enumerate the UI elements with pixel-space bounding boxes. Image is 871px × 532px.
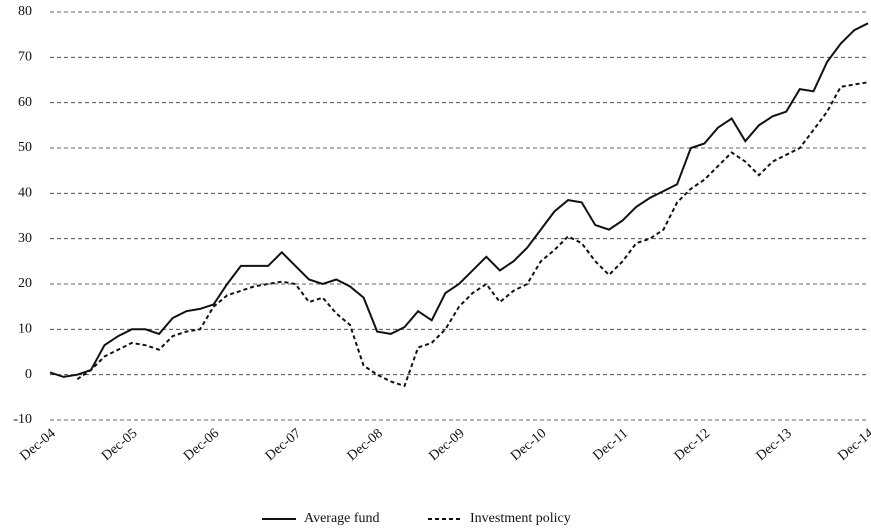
x-tick-label: Dec-07 [263,426,304,464]
y-tick-label: 80 [18,4,32,19]
x-tick-label: Dec-08 [345,426,386,464]
x-tick-label: Dec-14 [835,426,871,464]
legend-label: Average fund [304,511,380,526]
y-tick-label: 60 [18,95,32,110]
x-tick-label: Dec-04 [17,426,58,464]
x-tick-label: Dec-13 [754,426,795,464]
series-line [76,81,869,388]
x-tick-label: Dec-11 [590,426,631,464]
series-line [49,22,869,378]
legend-label: Investment policy [470,511,571,526]
y-tick-label: 20 [18,276,32,291]
y-tick-label: 0 [25,367,32,382]
y-tick-label: -10 [13,412,32,427]
y-tick-label: 40 [18,186,32,201]
y-tick-label: 50 [18,140,32,155]
y-tick-label: 70 [18,50,32,65]
x-tick-label: Dec-09 [426,426,467,464]
y-tick-label: 10 [18,322,32,337]
x-tick-label: Dec-05 [99,426,140,464]
x-tick-label: Dec-06 [181,426,222,464]
x-tick-label: Dec-10 [508,426,549,464]
y-tick-label: 30 [18,231,32,246]
x-tick-label: Dec-12 [672,426,713,464]
